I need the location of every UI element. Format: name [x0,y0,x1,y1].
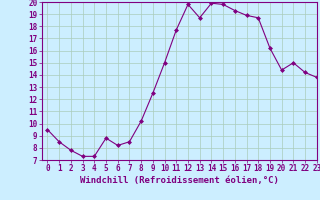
X-axis label: Windchill (Refroidissement éolien,°C): Windchill (Refroidissement éolien,°C) [80,176,279,185]
